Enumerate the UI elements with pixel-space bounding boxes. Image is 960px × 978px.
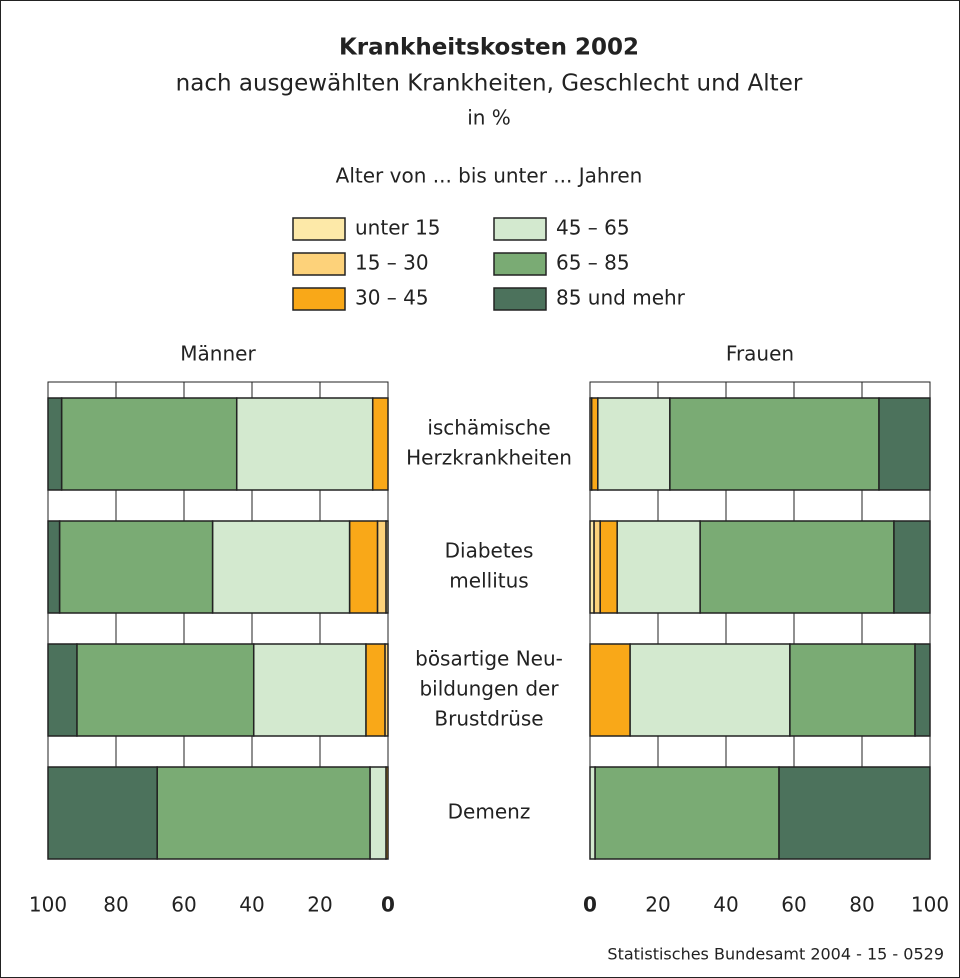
legend-label: 85 und mehr — [556, 286, 686, 310]
bar-segment — [365, 643, 386, 737]
legend-swatch — [493, 252, 547, 276]
x-tick-label: 100 — [29, 893, 67, 917]
category-label: bildungen der — [419, 677, 559, 701]
bar-segment — [369, 766, 387, 860]
bar-segment — [629, 643, 791, 737]
legend-swatch — [493, 287, 547, 311]
x-tick-label: 20 — [645, 893, 670, 917]
bar-segment — [47, 766, 158, 860]
bar-segment — [371, 397, 389, 491]
panel-title: Männer — [180, 342, 256, 366]
bar-segment — [235, 397, 374, 491]
bar-segment — [893, 520, 931, 614]
legend-label: 65 – 85 — [556, 251, 630, 275]
bar-segment — [58, 520, 214, 614]
legend-label: 15 – 30 — [355, 251, 429, 275]
chart-subtitle: nach ausgewählten Krankheiten, Geschlech… — [176, 71, 803, 97]
legend-label: 30 – 45 — [355, 286, 429, 310]
x-tick-label: 20 — [307, 893, 332, 917]
bar-segment — [47, 520, 61, 614]
chart-title: Krankheitskosten 2002 — [339, 35, 639, 61]
bar-segment — [60, 397, 238, 491]
x-tick-label: 80 — [103, 893, 128, 917]
bar-segment — [252, 643, 367, 737]
category-label: bösartige Neu- — [415, 647, 563, 671]
bar-segment — [76, 643, 255, 737]
bar-segment — [348, 520, 379, 614]
x-tick-label: 60 — [781, 893, 806, 917]
bar-segment — [156, 766, 371, 860]
bar-segment — [589, 766, 596, 860]
bar-segment — [597, 397, 671, 491]
bar-segment — [878, 397, 931, 491]
category-label: Demenz — [448, 800, 531, 824]
x-tick-label: 100 — [911, 893, 949, 917]
legend-swatch — [493, 217, 547, 241]
x-tick-label: 0 — [381, 893, 395, 917]
legend-swatch — [292, 252, 346, 276]
bar-segment — [669, 397, 880, 491]
legend-swatch — [292, 287, 346, 311]
legend-swatch — [292, 217, 346, 241]
bar-segment — [376, 520, 387, 614]
category-label: mellitus — [449, 569, 528, 593]
bar-segment — [47, 397, 63, 491]
x-tick-label: 40 — [239, 893, 264, 917]
bar-segment — [589, 643, 631, 737]
bar-segment — [778, 766, 931, 860]
unit-label: in % — [467, 106, 511, 130]
x-tick-label: 80 — [849, 893, 874, 917]
bar-segment — [699, 520, 895, 614]
bar-segment — [616, 520, 701, 614]
category-label: Diabetes — [445, 539, 534, 563]
x-tick-label: 0 — [583, 893, 597, 917]
legend-label: 45 – 65 — [556, 216, 630, 240]
category-label: Brustdrüse — [434, 707, 543, 731]
bar-segment — [599, 520, 618, 614]
legend-title: Alter von ... bis unter ... Jahren — [336, 164, 643, 188]
bar-segment — [211, 520, 351, 614]
panel-title: Frauen — [726, 342, 794, 366]
bar-segment — [914, 643, 931, 737]
bar-segment — [47, 643, 78, 737]
source: Statistisches Bundesamt 2004 - 15 - 0529 — [607, 945, 944, 964]
bar-segment — [590, 397, 599, 491]
legend-label: unter 15 — [355, 216, 441, 240]
bar-segment — [789, 643, 916, 737]
bar-segment — [594, 766, 780, 860]
category-label: Herzkrankheiten — [406, 446, 572, 470]
x-tick-label: 40 — [713, 893, 738, 917]
category-label: ischämische — [427, 416, 550, 440]
bar-segment — [593, 520, 601, 614]
x-tick-label: 60 — [171, 893, 196, 917]
